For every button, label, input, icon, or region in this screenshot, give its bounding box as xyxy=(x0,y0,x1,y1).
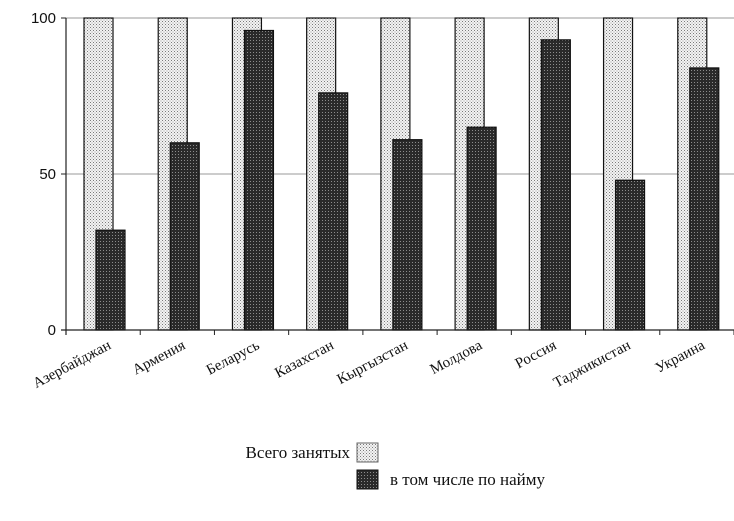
y-tick-label: 50 xyxy=(39,166,56,183)
legend: Всего занятых в том числе по найму xyxy=(246,442,545,490)
bar-hired-employed xyxy=(243,29,275,331)
legend-swatch-hired xyxy=(356,469,379,490)
bar-hired-employed xyxy=(392,139,423,331)
bar-hired-employed xyxy=(689,67,720,331)
bar-hired-employed xyxy=(466,126,497,331)
x-category-label: Таджикистан xyxy=(551,337,633,391)
x-category-label: Азербайджан xyxy=(31,337,114,391)
bar-hired-employed xyxy=(540,39,571,331)
x-category-label: Армения xyxy=(130,337,188,378)
bars xyxy=(83,17,720,331)
x-category-label: Молдова xyxy=(428,337,486,378)
bar-hired-employed xyxy=(95,229,126,331)
x-category-label: Россия xyxy=(513,337,560,372)
legend-label-total: Всего занятых xyxy=(246,443,351,462)
x-category-label: Украина xyxy=(653,337,708,376)
y-tick-label: 0 xyxy=(48,322,56,339)
legend-swatch-total xyxy=(356,442,379,463)
bar-hired-employed xyxy=(614,179,646,331)
x-category-label: Беларусь xyxy=(204,337,263,378)
x-category-label: Кыргызстан xyxy=(335,337,411,388)
bar-hired-employed xyxy=(318,92,349,331)
x-category-label: Казахстан xyxy=(272,337,336,381)
y-tick-label: 100 xyxy=(31,10,56,27)
bar-hired-employed xyxy=(169,142,200,331)
legend-label-hired: в том числе по найму xyxy=(390,470,545,489)
